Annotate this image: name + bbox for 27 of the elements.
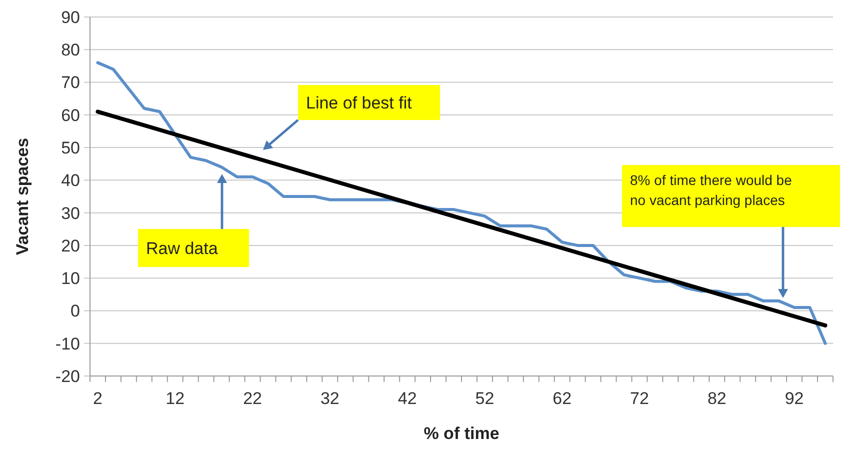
y-tick-label: 10 bbox=[61, 269, 80, 288]
y-tick-label: 50 bbox=[61, 138, 80, 158]
x-tick-label: 52 bbox=[475, 389, 494, 408]
x-tick-label: 32 bbox=[320, 389, 340, 408]
y-tick-label: 40 bbox=[61, 171, 80, 190]
y-tick-label: 60 bbox=[61, 106, 80, 125]
y-tick-label: -10 bbox=[55, 334, 80, 354]
x-tick-label: 62 bbox=[552, 389, 572, 408]
x-tick-label: 72 bbox=[630, 389, 649, 408]
y-tick-label: 90 bbox=[61, 8, 80, 27]
x-tick-label: 2 bbox=[93, 389, 102, 408]
x-axis-title: % of time bbox=[424, 424, 500, 443]
y-axis-title: Vacant spaces bbox=[13, 138, 32, 256]
annotation: 8% of time there would be no vacant parking places bbox=[630, 172, 792, 208]
x-tick-label: 92 bbox=[784, 389, 804, 408]
y-tick-label: -20 bbox=[55, 366, 80, 386]
annotation: Line of best fit bbox=[306, 94, 412, 112]
annotation: Raw data bbox=[146, 239, 218, 258]
y-tick-label: 70 bbox=[61, 73, 80, 92]
y-tick-label: 30 bbox=[61, 204, 80, 223]
x-tick-label: 12 bbox=[166, 389, 185, 408]
x-tick-label: 42 bbox=[398, 389, 417, 408]
y-tick-label: 20 bbox=[61, 236, 80, 256]
y-tick-label: 80 bbox=[61, 40, 80, 60]
y-tick-label: 0 bbox=[70, 302, 80, 321]
x-tick-label: 82 bbox=[707, 389, 726, 408]
x-tick-label: 22 bbox=[243, 389, 262, 408]
